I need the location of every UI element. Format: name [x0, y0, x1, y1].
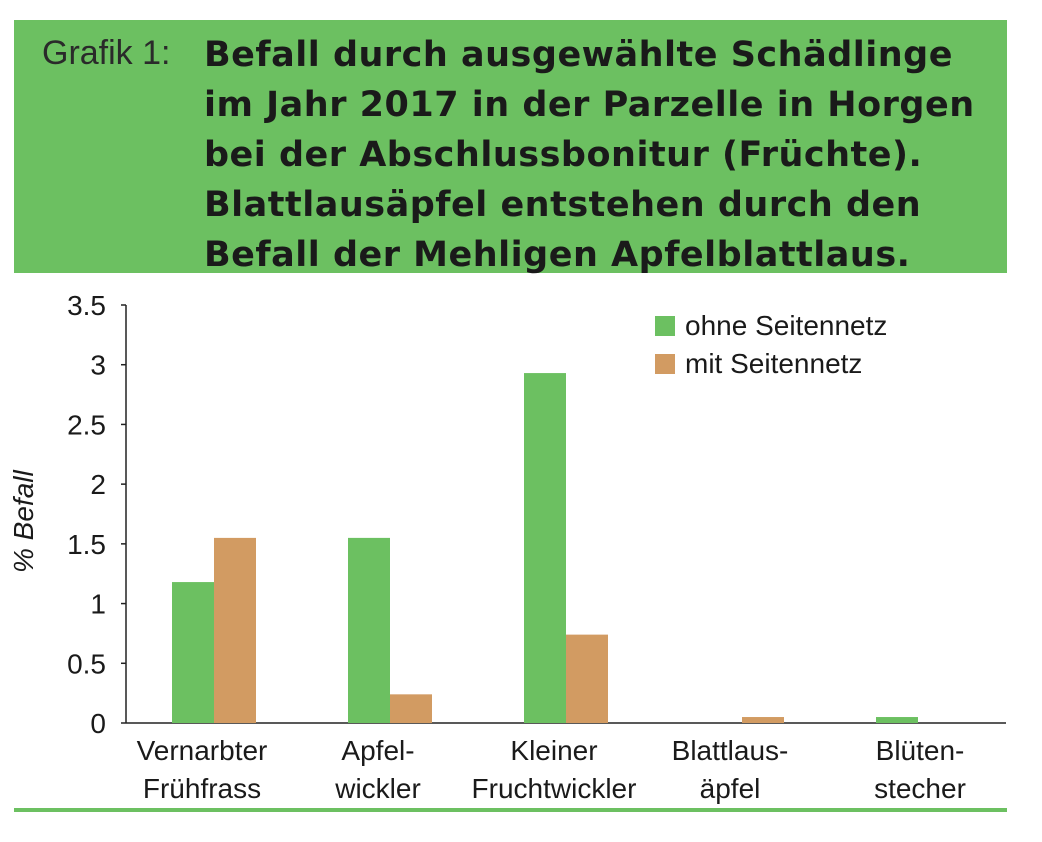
y-tick-label: 3.5 — [67, 290, 106, 321]
bar-chart: 0 0.5 1 1.5 2 2.5 3 3.5 Vernarbter Frühfrass Apfel… — [67, 290, 1006, 804]
x-category-label: Frühfrass — [143, 773, 261, 804]
bar — [172, 582, 214, 723]
x-category-label: Blattlaus- — [672, 735, 789, 766]
x-category-label: Blüten- — [876, 735, 965, 766]
y-tick-label: 3 — [90, 350, 106, 381]
legend-label: ohne Seitennetz — [685, 310, 887, 341]
bar — [524, 373, 566, 723]
legend-swatch — [655, 316, 675, 336]
x-category-label: äpfel — [700, 773, 761, 804]
y-tick-label: 2 — [90, 469, 106, 500]
bar — [566, 634, 608, 723]
chart-title: Befall durch ausgewählte Schädlinge im J… — [204, 35, 975, 275]
x-category-label: Fruchtwickler — [472, 773, 637, 804]
x-category-label: wickler — [334, 773, 421, 804]
legend-swatch — [655, 354, 675, 374]
bar — [348, 537, 390, 723]
x-category-label: Vernarbter — [137, 735, 268, 766]
y-tick-label: 1 — [90, 589, 106, 620]
x-category-label: Apfel- — [341, 735, 414, 766]
chart-header: Grafik 1: Befall durch ausgewählte Schäd… — [14, 20, 1007, 275]
bottom-rule — [14, 808, 1007, 812]
x-category-label: Kleiner — [510, 735, 597, 766]
bar — [876, 717, 918, 723]
bar — [390, 694, 432, 723]
x-category-label: stecher — [874, 773, 966, 804]
y-tick-label: 0 — [90, 708, 106, 739]
bar — [742, 717, 784, 723]
y-tick-label: 2.5 — [67, 409, 106, 440]
legend-label: mit Seitennetz — [685, 348, 862, 379]
figure-number: Grafik 1: — [42, 34, 171, 72]
y-tick-label: 1.5 — [67, 529, 106, 560]
y-tick-label: 0.5 — [67, 648, 106, 679]
bar — [214, 537, 256, 723]
